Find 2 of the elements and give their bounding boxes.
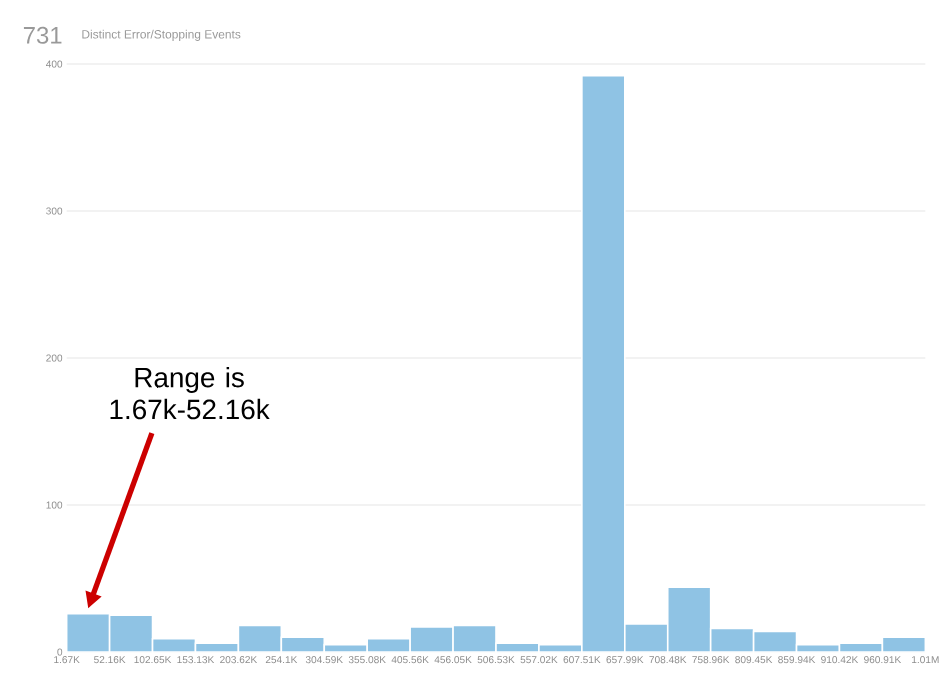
chart-title: 731	[23, 26, 62, 44]
annotation: Range is 1.67k-52.16k	[110, 366, 270, 420]
